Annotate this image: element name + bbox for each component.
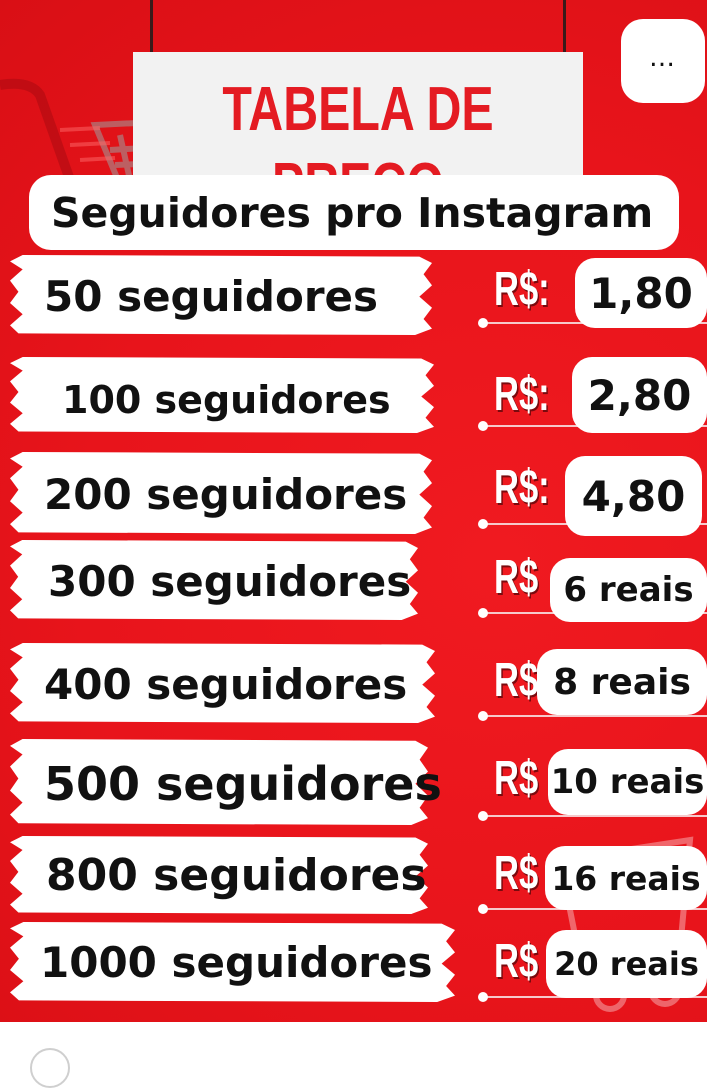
currency-label: R$ [494,847,539,900]
price-badge: 6 reais [550,558,707,622]
quantity-label: 100 seguidores [62,378,391,422]
quantity-label-background [10,836,428,914]
price-badge: 1,80 [575,258,707,328]
quantity-label-background [10,452,432,534]
price-value: 20 reais [554,945,699,983]
price-badge: 10 reais [548,749,707,815]
quantity-label-background [10,643,435,723]
price-value: 16 reais [551,858,701,898]
currency-label: R$ [494,752,539,805]
quantity-label-background [10,922,455,1002]
quantity-label-background [10,357,434,433]
quantity-label: 1000 seguidores [40,938,433,987]
quantity-label: 400 seguidores [44,660,408,709]
quantity-label-background [10,255,432,335]
price-value: 2,80 [587,370,692,420]
quantity-label-background [10,739,428,825]
quantity-label: 500 seguidores [44,757,442,811]
divider-line [478,711,707,721]
price-badge: 16 reais [545,846,707,910]
title-sign: TABELA DE PREÇO [133,52,583,220]
currency-label: R$: [494,461,550,514]
subtitle-panel: Seguidores pro Instagram [29,175,679,250]
quantity-label: 200 seguidores [44,470,408,519]
price-table-poster: TABELA DE PREÇO Seguidores pro Instagram… [0,0,707,1022]
currency-label: R$ [494,935,539,988]
hanging-string-left [150,0,153,60]
price-badge: 20 reais [546,930,707,998]
more-options-button[interactable]: … [621,19,705,103]
price-badge: 8 reais [537,649,707,715]
currency-label: R$: [494,368,550,421]
post-footer [0,1022,707,1059]
price-badge: 2,80 [572,357,707,433]
quantity-label-background [10,540,418,620]
hanging-string-right [563,0,566,60]
quantity-label: 300 seguidores [48,557,412,606]
quantity-label: 50 seguidores [44,272,379,321]
currency-label: R$ [494,654,539,707]
price-value: 6 reais [563,570,694,610]
price-value: 10 reais [550,762,705,802]
subtitle: Seguidores pro Instagram [51,189,654,237]
quantity-label: 800 seguidores [46,850,427,901]
price-value: 8 reais [553,661,691,703]
price-value: 4,80 [581,471,686,521]
more-horizontal-icon: … [649,43,677,73]
avatar[interactable] [30,1048,70,1088]
currency-label: R$: [494,263,550,316]
currency-label: R$ [494,551,539,604]
price-value: 1,80 [589,268,693,318]
divider-line [478,811,707,821]
price-badge: 4,80 [565,456,702,536]
